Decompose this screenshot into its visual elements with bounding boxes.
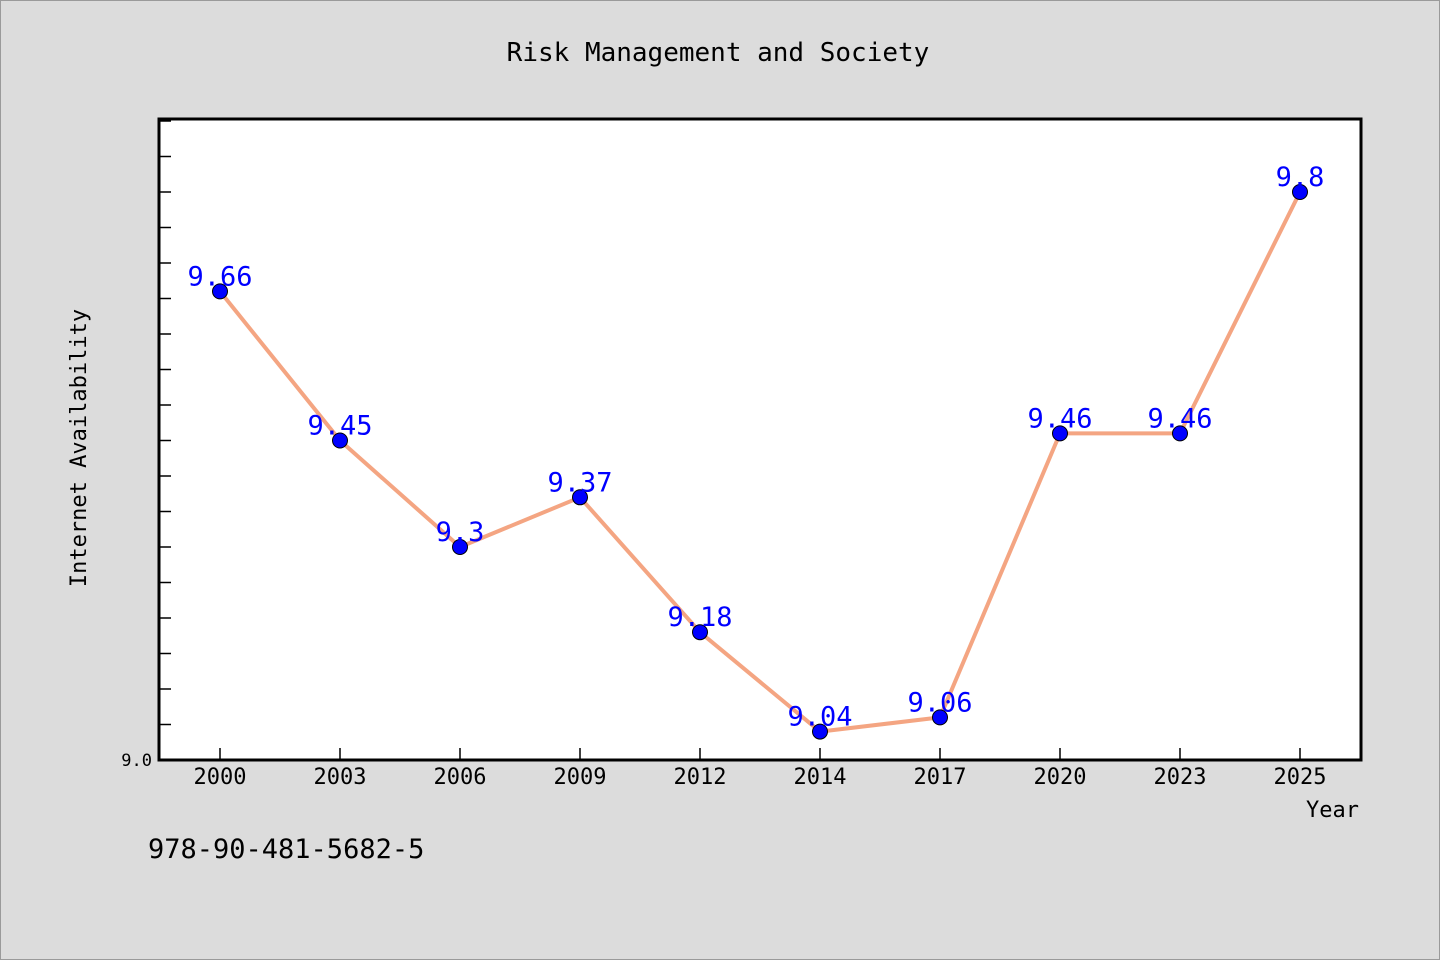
data-label: 9.37: [547, 467, 612, 498]
x-tick-label: 2023: [1154, 765, 1207, 790]
data-label: 9.04: [787, 702, 852, 733]
data-point: [572, 489, 588, 506]
series-line: [218, 191, 1302, 734]
data-label: 9.45: [307, 411, 372, 442]
plot-area: [157, 117, 1363, 762]
data-point: [1052, 425, 1068, 442]
x-axis-title: Year: [1306, 798, 1359, 823]
y-axis-ticks: [159, 120, 171, 726]
x-tick-label: 2006: [434, 765, 487, 790]
data-label: 9.66: [187, 261, 252, 292]
x-tick-label: 2000: [194, 765, 247, 790]
x-tick-label: 2012: [674, 765, 727, 790]
isbn-text: 978-90-481-5682-5: [148, 834, 425, 865]
x-tick-label: 2017: [914, 765, 967, 790]
data-point: [212, 283, 228, 300]
chart-title: Risk Management and Society: [507, 38, 930, 68]
data-labels: 9.66 9.45 9.3 9.37 9.18 9.04 9.06 9.46 9.46 9.8: [187, 162, 1324, 733]
data-label: 9.06: [907, 687, 972, 718]
x-tick-label: 2009: [554, 765, 607, 790]
data-point: [932, 709, 948, 726]
data-label: 9.46: [1027, 403, 1092, 434]
x-axis-ticks: 2000 2003 2006 2009 2012 2014 2017 2020 2023 2025: [194, 748, 1327, 790]
data-point: [452, 539, 468, 555]
y-tick-label: 9.0: [121, 751, 152, 771]
x-tick-label: 2014: [794, 765, 847, 790]
data-point: [1292, 184, 1308, 200]
x-tick-label: 2025: [1274, 765, 1327, 790]
data-label: 9.8: [1276, 162, 1325, 193]
data-label: 9.3: [436, 517, 485, 548]
data-point: [1172, 425, 1188, 442]
data-label: 9.18: [667, 602, 732, 633]
data-label: 9.46: [1147, 403, 1212, 434]
data-point: [332, 432, 348, 449]
data-point: [812, 723, 828, 740]
x-tick-label: 2020: [1034, 765, 1087, 790]
y-axis-title: Internet Availability: [67, 309, 92, 587]
series-markers: [212, 184, 1308, 740]
x-tick-label: 2003: [314, 765, 367, 790]
data-point: [692, 624, 708, 641]
